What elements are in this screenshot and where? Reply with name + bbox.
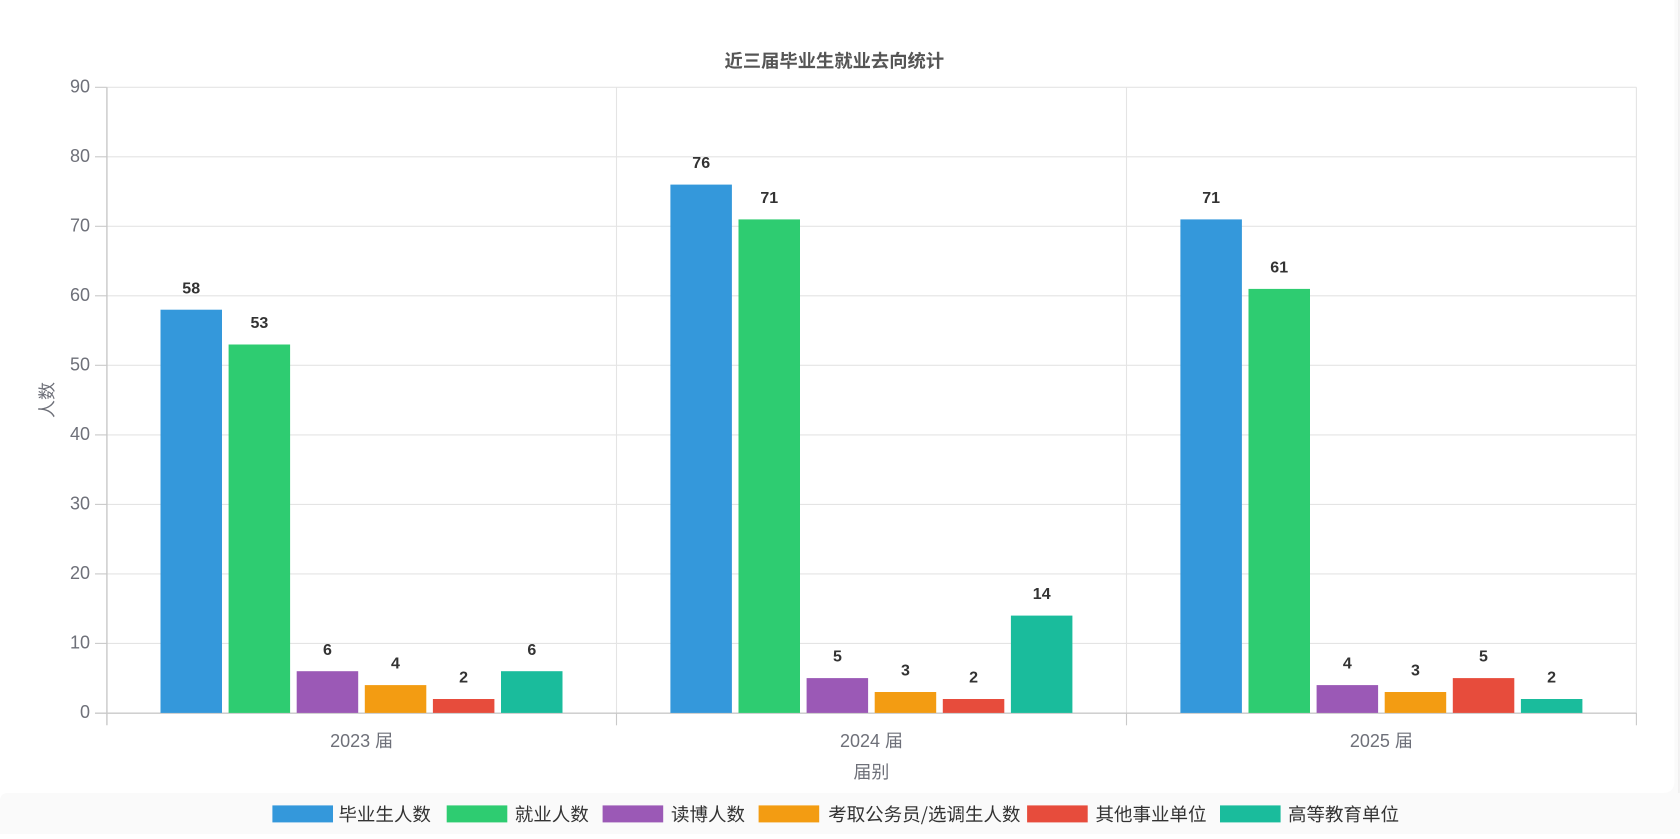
svg-text:50: 50 [70,355,90,375]
svg-text:4: 4 [1343,656,1352,673]
svg-text:10: 10 [70,633,90,653]
svg-text:5: 5 [1479,649,1488,666]
svg-text:6: 6 [527,642,536,659]
svg-text:2: 2 [1547,670,1556,687]
svg-text:2023: 2023 [330,731,370,751]
svg-text:40: 40 [70,424,90,444]
svg-text:71: 71 [1202,190,1220,207]
svg-text:90: 90 [70,77,90,97]
svg-text:30: 30 [70,494,90,514]
svg-text:2: 2 [969,670,978,687]
svg-text:6: 6 [323,642,332,659]
svg-text:2: 2 [459,670,468,687]
svg-text:4: 4 [391,656,400,673]
svg-text:2024: 2024 [840,731,880,751]
svg-text:20: 20 [70,563,90,583]
svg-text:5: 5 [833,649,842,666]
svg-text:76: 76 [692,155,710,172]
svg-text:14: 14 [1033,586,1051,603]
svg-text:71: 71 [760,190,778,207]
svg-text:53: 53 [251,315,269,332]
svg-text:3: 3 [1411,663,1420,680]
svg-text:70: 70 [70,216,90,236]
svg-text:61: 61 [1270,260,1288,277]
svg-text:60: 60 [70,285,90,305]
svg-text:2025: 2025 [1350,731,1390,751]
svg-text:3: 3 [901,663,910,680]
svg-text:58: 58 [182,280,200,297]
svg-text:80: 80 [70,146,90,166]
svg-text:0: 0 [80,702,90,722]
